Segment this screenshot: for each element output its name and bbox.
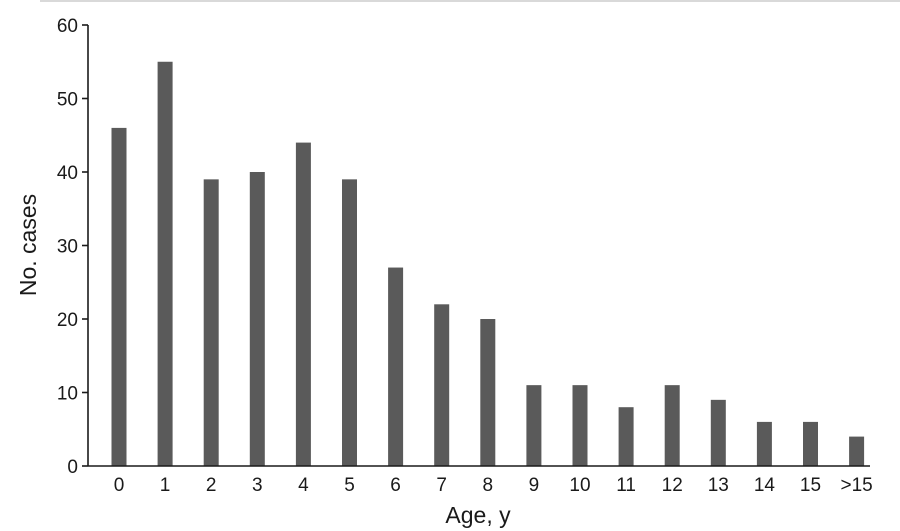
y-tick-label: 30 bbox=[57, 237, 78, 258]
bar-age-6 bbox=[388, 267, 404, 466]
x-tick-label: 8 bbox=[483, 475, 494, 496]
bar-age-7 bbox=[434, 304, 450, 466]
x-tick-label: 11 bbox=[616, 475, 636, 496]
y-ticks-group: 0 10 20 30 40 50 60 bbox=[57, 16, 88, 478]
bar-age-4 bbox=[295, 142, 311, 466]
y-tick-label: 50 bbox=[57, 90, 78, 111]
x-tick-label: 2 bbox=[206, 475, 217, 496]
bar-age-15 bbox=[803, 421, 818, 466]
y-axis-title: No. cases bbox=[15, 194, 41, 296]
y-tick-label: 40 bbox=[57, 163, 78, 184]
x-tick-label: 0 bbox=[114, 475, 125, 496]
x-tick-label: 10 bbox=[569, 475, 590, 496]
bar-age-8 bbox=[480, 319, 496, 466]
x-tick-label: 1 bbox=[160, 475, 171, 496]
x-tick-label: 13 bbox=[708, 475, 729, 496]
bar-age-over-15 bbox=[849, 436, 865, 466]
bar-age-1 bbox=[157, 61, 173, 466]
bar-age-13 bbox=[710, 399, 726, 466]
y-tick-label: 20 bbox=[57, 310, 78, 331]
bar-age-2 bbox=[203, 179, 219, 466]
bars-group bbox=[111, 61, 865, 467]
bar-age-0 bbox=[111, 127, 127, 467]
x-tick-label: 3 bbox=[252, 475, 263, 496]
bar-age-10 bbox=[572, 385, 588, 466]
x-tick-label: 14 bbox=[754, 475, 776, 496]
y-tick-label: 10 bbox=[57, 384, 78, 405]
x-tick-label: 7 bbox=[436, 475, 447, 496]
x-tick-label: 5 bbox=[344, 475, 355, 496]
bar-age-5 bbox=[342, 179, 357, 466]
bar-age-3 bbox=[249, 172, 265, 466]
bar-age-12 bbox=[664, 385, 680, 466]
bar-age-14 bbox=[756, 421, 772, 466]
y-tick-label: 0 bbox=[67, 457, 78, 478]
bar-age-11 bbox=[618, 407, 634, 466]
x-tick-label: 9 bbox=[529, 475, 540, 496]
x-tick-label: 12 bbox=[662, 475, 683, 496]
x-tick-label: >15 bbox=[840, 475, 872, 496]
x-tick-label: 15 bbox=[800, 475, 821, 496]
x-ticks-group: 0 1 2 3 4 5 6 7 8 9 10 11 12 13 14 15 >15 bbox=[114, 475, 873, 496]
x-tick-label: 4 bbox=[298, 475, 309, 496]
y-tick-label: 60 bbox=[57, 16, 78, 37]
x-axis-title: Age, y bbox=[445, 502, 511, 528]
x-tick-label: 6 bbox=[390, 475, 401, 496]
bar-age-9 bbox=[526, 385, 542, 466]
